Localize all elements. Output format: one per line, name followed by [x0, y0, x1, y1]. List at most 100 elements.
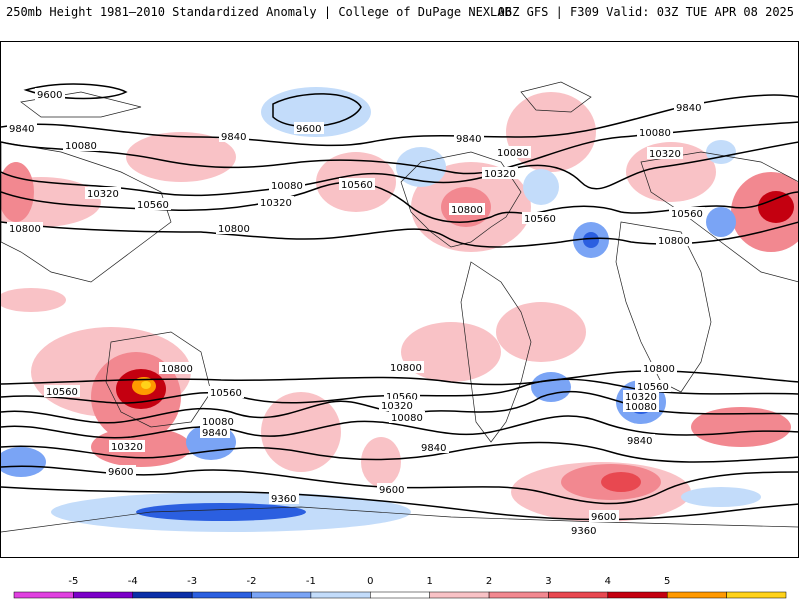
negative-anomaly [681, 487, 761, 507]
positive-anomaly [496, 302, 586, 362]
contour-label: 10800 [9, 224, 41, 235]
contour-label: 9840 [456, 134, 481, 145]
contour-label: 10080 [639, 128, 671, 139]
contour-label: 10560 [210, 388, 242, 399]
contour-label: 10320 [381, 401, 413, 412]
contour-label: 10560 [671, 209, 703, 220]
contour-label: 10080 [202, 417, 234, 428]
asia-outline [1, 141, 172, 283]
colorbar-tick-label: 2 [486, 576, 492, 587]
antarctica-outline [1, 506, 798, 533]
contour-label: 10560 [637, 382, 669, 393]
positive-anomaly [1, 162, 34, 222]
contour-10080-south [1, 415, 798, 439]
colorbar-tick-label: -3 [187, 576, 197, 587]
contour-label: 10080 [65, 141, 97, 152]
colorbar-swatch [132, 591, 193, 599]
contour-label: 9600 [591, 512, 616, 523]
australia-outline [105, 331, 212, 428]
colorbar-swatch [310, 591, 371, 599]
contour-label: 9840 [627, 436, 652, 447]
coastlines [1, 81, 798, 533]
colorbar-tick-label: -5 [68, 576, 78, 587]
contour-labels: 9600 9600 9840 9840 9840 9840 10080 1008… [7, 88, 705, 537]
contour-9600 [272, 93, 362, 128]
colorbar-swatch [488, 591, 549, 599]
colorbar-tick-label: -2 [247, 576, 257, 587]
chart-title: 250mb Height 1981–2010 Standardized Anom… [6, 5, 512, 19]
colorbar-swatch [666, 591, 727, 599]
negative-anomaly [531, 372, 571, 402]
colorbar-swatch [191, 591, 252, 599]
colorbar-tick-label: 3 [545, 576, 551, 587]
contour-label: 9600 [296, 124, 321, 135]
colorbar-swatch [548, 591, 609, 599]
colorbar-ticks: -5 -4 -3 -2 -1 0 1 2 3 4 5 [68, 576, 670, 587]
contour-label: 9360 [571, 526, 596, 537]
greenland-outline [520, 81, 592, 113]
colorbar-swatch [429, 591, 490, 599]
anomaly-colorbar: -5 -4 -3 -2 -1 0 1 2 3 4 5 [13, 576, 787, 599]
contour-label: 9840 [9, 124, 34, 135]
colorbar-swatch [370, 591, 430, 599]
colorbar-boxes [13, 591, 787, 599]
negative-anomaly [706, 207, 736, 237]
contour-10320 [1, 141, 798, 197]
contour-label: 9360 [271, 494, 296, 505]
colorbar-tick-label: -1 [306, 576, 316, 587]
positive-anomaly [401, 322, 501, 382]
negative-anomaly [583, 232, 599, 248]
arctic-outline [20, 91, 142, 118]
contour-label: 10560 [137, 200, 169, 211]
colorbar-swatch [13, 591, 74, 599]
contour-label: 9600 [379, 485, 404, 496]
contour-label: 9600 [108, 467, 133, 478]
map-panel: 9600 9600 9840 9840 9840 9840 10080 1008… [0, 41, 799, 558]
negative-anomaly [136, 503, 306, 521]
positive-anomaly [758, 191, 794, 223]
contour-label: 9840 [421, 443, 446, 454]
contour-label: 10080 [271, 181, 303, 192]
negative-anomaly [523, 169, 559, 205]
contour-label: 10560 [46, 387, 78, 398]
negative-anomaly [1, 447, 46, 477]
contour-label: 10080 [391, 413, 423, 424]
contour-label: 10560 [341, 180, 373, 191]
contour-9360 [1, 486, 798, 521]
contour-label: 9840 [202, 428, 227, 439]
positive-anomaly [141, 381, 151, 389]
colorbar-tick-label: -4 [128, 576, 138, 587]
north-america-outline [400, 151, 522, 248]
contour-label: 10800 [643, 364, 675, 375]
south-america-outline [460, 261, 532, 443]
colorbar-swatch [73, 591, 134, 599]
contour-label: 10320 [87, 189, 119, 200]
colorbar-tick-label: 1 [427, 576, 433, 587]
contour-label: 10320 [649, 149, 681, 160]
eurasia-outline [640, 151, 798, 283]
contour-label: 10080 [497, 148, 529, 159]
contour-label: 10320 [484, 169, 516, 180]
contour-9840-south [1, 441, 798, 463]
contour-9600-south [1, 465, 798, 505]
contour-label: 10800 [451, 205, 483, 216]
contour-label: 10800 [390, 363, 422, 374]
colorbar-swatch [607, 591, 668, 599]
positive-anomaly [361, 437, 401, 487]
contour-label: 10800 [161, 364, 193, 375]
positive-anomaly [126, 132, 236, 182]
colorbar-tick-label: 0 [367, 576, 373, 587]
negative-anomaly [706, 140, 736, 164]
contour-label: 10320 [625, 392, 657, 403]
contour-label: 10080 [625, 402, 657, 413]
colorbar-swatch [251, 591, 312, 599]
contour-label: 10320 [111, 442, 143, 453]
contour-label: 10320 [260, 198, 292, 209]
colorbar-tick-label: 4 [605, 576, 611, 587]
contour-label: 10800 [218, 224, 250, 235]
contour-label: 10800 [658, 236, 690, 247]
contour-label: 10560 [524, 214, 556, 225]
contour-10800 [1, 221, 798, 248]
height-anomaly-map: 9600 9600 9840 9840 9840 9840 10080 1008… [1, 81, 798, 537]
contour-label: 9840 [221, 132, 246, 143]
